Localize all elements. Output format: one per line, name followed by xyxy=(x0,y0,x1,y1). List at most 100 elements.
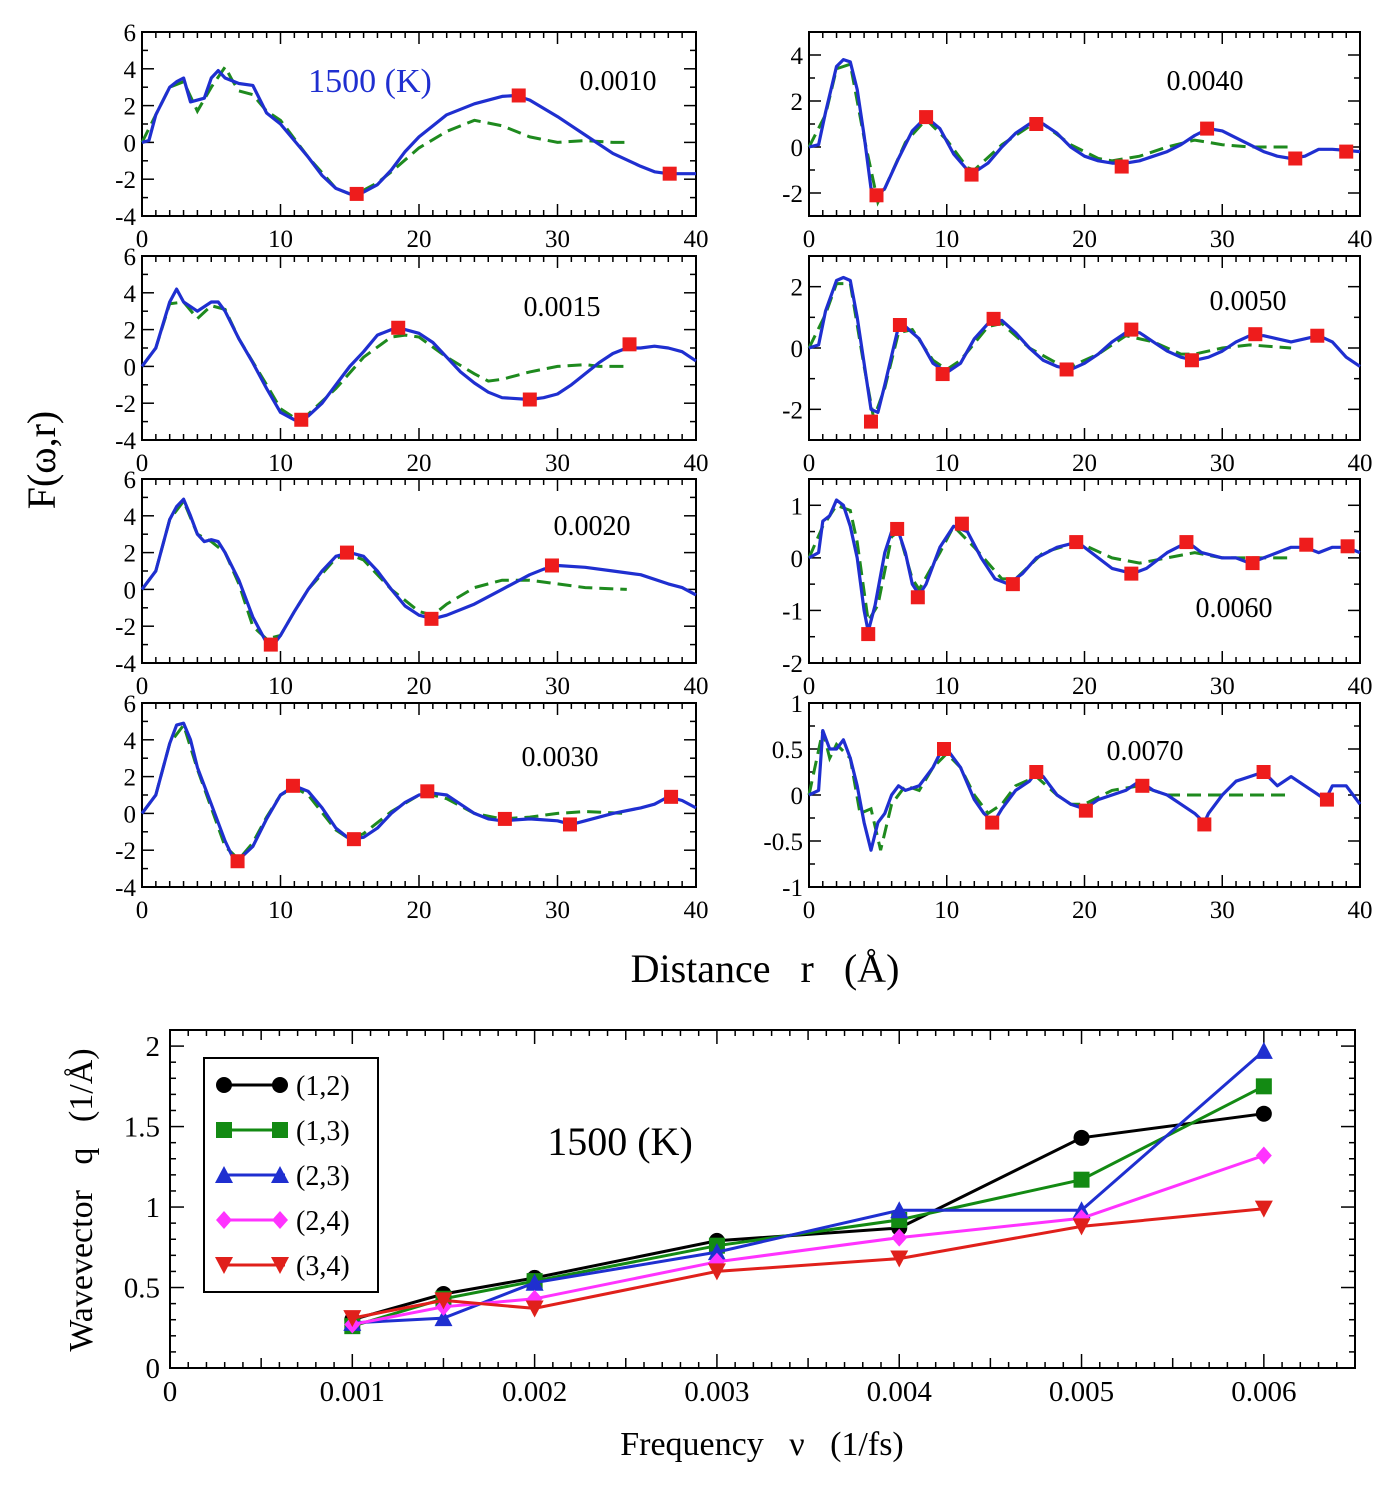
x-tick-label: 0 xyxy=(803,897,816,924)
triangle-up-marker xyxy=(890,1201,909,1219)
extremum-marker xyxy=(1339,144,1354,159)
solid-curve xyxy=(141,68,696,196)
x-tick-label: 0.006 xyxy=(1231,1376,1296,1408)
series-line xyxy=(352,1049,1265,1325)
y-tick-label: 1 xyxy=(791,493,804,520)
x-tick-label: 20 xyxy=(1072,897,1097,924)
y-tick-label: 2 xyxy=(791,89,804,116)
y-tick-label: 0 xyxy=(124,354,137,381)
panel-left-2: -4 -2 0 2 4 6 0 10 20 30 40 0.0015 xyxy=(115,244,708,477)
panel-frame xyxy=(808,478,1361,664)
extremum-marker xyxy=(664,789,679,804)
x-tick-label: 0 xyxy=(803,673,816,700)
legend-label: (2,4) xyxy=(296,1206,350,1237)
extremum-marker xyxy=(420,784,435,799)
extremum-marker xyxy=(662,166,677,181)
frequency-label: 0.0020 xyxy=(554,511,631,542)
panel-left-3: -4 -2 0 2 4 6 0 10 20 30 40 0.0020 xyxy=(115,467,708,700)
y-tick-label: -2 xyxy=(115,167,136,194)
triangle-down-marker xyxy=(271,1257,289,1274)
y-tick-label: 6 xyxy=(124,467,137,494)
triangle-down-marker xyxy=(707,1263,726,1281)
extremum-marker xyxy=(863,414,878,429)
legend-entry: (1,2) xyxy=(216,1071,350,1102)
extremum-marker xyxy=(349,186,364,201)
y-tick-label: -2 xyxy=(782,181,803,208)
triangle-up-marker xyxy=(434,1309,453,1327)
frequency-label: 0.0010 xyxy=(580,66,657,97)
dashed-curve xyxy=(807,730,1292,851)
frequency-label: 0.0015 xyxy=(524,292,601,323)
x-tick-label: 0.005 xyxy=(1049,1376,1114,1408)
temperature-label: 1500 (K) xyxy=(308,63,432,100)
extremum-marker xyxy=(985,815,1000,830)
x-tick-label: 30 xyxy=(545,673,570,700)
extremum-marker xyxy=(861,627,876,642)
y-tick-label: 0 xyxy=(791,336,804,363)
legend-label: (1,2) xyxy=(296,1071,350,1102)
y-tick-label: -2 xyxy=(115,614,136,641)
x-tick-label: 20 xyxy=(1072,673,1097,700)
series-13 xyxy=(344,1078,1272,1335)
extremum-marker xyxy=(562,817,577,832)
panel-frame xyxy=(141,31,697,217)
x-tick-label: 30 xyxy=(1210,897,1235,924)
y-tick-label: 2 xyxy=(146,1031,161,1063)
y-tick-label: 0 xyxy=(124,801,137,828)
dashed-curve xyxy=(140,64,627,196)
y-tick-label: 6 xyxy=(124,20,137,47)
circle-marker xyxy=(1255,1105,1272,1122)
extremum-marker xyxy=(954,516,969,531)
extremum-marker xyxy=(1124,322,1139,337)
series-line xyxy=(351,1084,1265,1328)
y-tick-label: 0 xyxy=(791,135,804,162)
x-tick-label: 0 xyxy=(803,226,816,253)
x-tick-label: 40 xyxy=(1348,673,1373,700)
panel-left-1: -4 -2 0 2 4 6 0 10 20 30 40 0.0010 1500 (K) xyxy=(115,20,708,253)
triangle-down-marker xyxy=(1254,1200,1273,1218)
extremum-marker xyxy=(339,545,354,560)
x-tick-label: 10 xyxy=(268,226,293,253)
extremum-marker xyxy=(986,311,1001,326)
y-tick-label: 2 xyxy=(124,318,137,345)
legend-entry: (2,4) xyxy=(216,1206,350,1237)
extremum-marker xyxy=(910,590,925,605)
extremum-marker xyxy=(1114,159,1129,174)
y-tick-label: 2 xyxy=(124,765,137,792)
extremum-marker xyxy=(1059,362,1074,377)
extremum-marker xyxy=(1299,537,1314,552)
diamond-marker xyxy=(216,1211,232,1229)
extremum-marker xyxy=(869,188,884,203)
extremum-marker xyxy=(1029,765,1044,779)
solid-curve xyxy=(140,287,697,422)
series-34 xyxy=(343,1200,1273,1328)
extremum-marker xyxy=(892,318,907,332)
x-tick-label: 30 xyxy=(1210,673,1235,700)
triangle-up-marker xyxy=(1254,1041,1273,1059)
y-tick-label: 2 xyxy=(791,275,804,302)
x-tick-label: 0 xyxy=(803,450,816,477)
y-tick-label: 0.5 xyxy=(124,1273,160,1305)
y-tick-label: -4 xyxy=(115,651,136,678)
square-marker xyxy=(1073,1171,1090,1188)
square-marker xyxy=(1255,1078,1272,1095)
x-tick-label: 10 xyxy=(268,897,293,924)
dashed-curve xyxy=(807,282,1292,425)
x-tick-label: 40 xyxy=(684,673,709,700)
x-tick-label: 40 xyxy=(1348,450,1373,477)
x-tick-label: 0 xyxy=(136,450,149,477)
x-tick-label: 30 xyxy=(545,450,570,477)
panel-frame xyxy=(141,255,697,441)
panel-frame xyxy=(808,31,1361,217)
extremum-marker xyxy=(511,88,526,103)
y-tick-label: -1 xyxy=(782,875,803,902)
y-tick-label: -2 xyxy=(782,397,803,424)
y-tick-label: -2 xyxy=(782,651,803,678)
y-tick-label: -4 xyxy=(115,428,136,455)
extremum-marker xyxy=(1245,556,1260,571)
y-tick-label: 1.5 xyxy=(124,1112,160,1144)
extremum-marker xyxy=(497,811,512,826)
